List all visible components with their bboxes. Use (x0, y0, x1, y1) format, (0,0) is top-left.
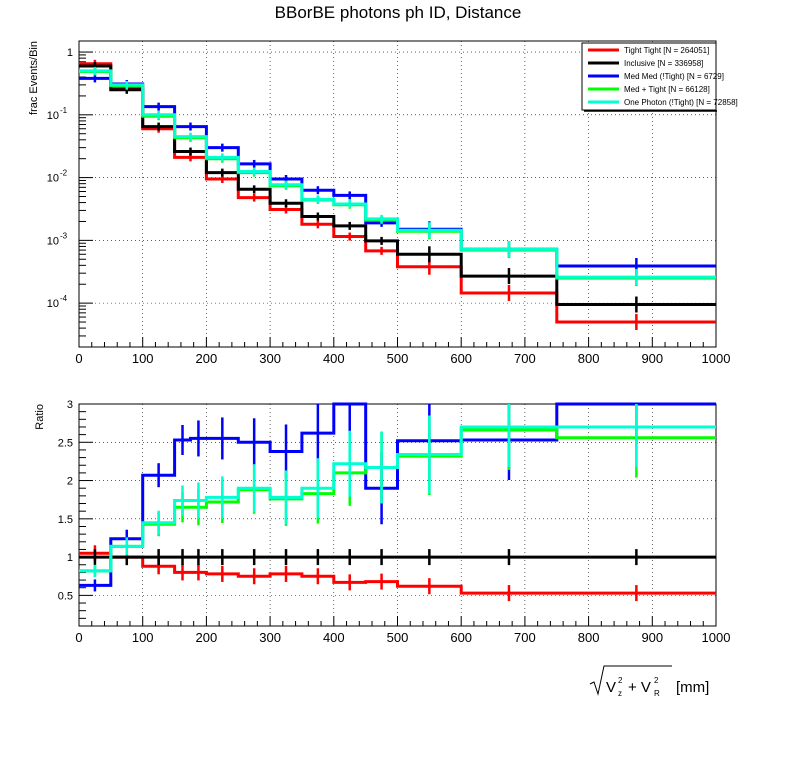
x-tick-label: 800 (578, 351, 600, 366)
x-tick-label: 300 (259, 630, 281, 645)
x-tick-label: 200 (196, 351, 218, 366)
x-tick-label: 600 (450, 630, 472, 645)
y-tick-exponent: -4 (60, 294, 68, 303)
x-tick-label: 900 (641, 351, 663, 366)
x-axis-exponent: 2 (654, 676, 659, 685)
x-axis-label: V 2z + V 2R [mm] (589, 665, 709, 698)
x-tick-label: 100 (132, 630, 154, 645)
x-tick-label: 500 (387, 351, 409, 366)
legend: Tight Tight [N = 264051] Inclusive [N = 3… (581, 42, 738, 112)
x-axis-unit: [mm] (676, 679, 709, 696)
y-tick-exponent: -1 (60, 106, 68, 115)
y-tick-label: 2.5 (58, 437, 73, 449)
x-tick-label: 200 (196, 630, 218, 645)
legend-entry-2: Med Med (!Tight) [N = 6729] (624, 72, 724, 81)
y-tick-label: 2 (67, 476, 73, 488)
y-tick-label: 1 (67, 552, 73, 564)
y-tick-label: 10 (47, 173, 59, 185)
x-tick-label: 100 (132, 351, 154, 366)
ratio-panel: 0 100 200 300 400 500 600 700 800 900 1000 0.5 1 1.5 2… (34, 399, 730, 698)
legend-entry-3: Med + Tight [N = 66128] (624, 85, 710, 94)
y-tick-label: 0.5 (58, 590, 73, 602)
y-tick-label: 3 (67, 399, 73, 411)
x-tick-label: 1000 (702, 630, 731, 645)
x-tick-label: 400 (323, 630, 345, 645)
x-axis-exponent: 2 (618, 676, 623, 685)
y-tick-exponent: -3 (60, 231, 68, 240)
x-tick-label: 700 (514, 630, 536, 645)
y-tick-label: 10 (47, 298, 59, 310)
x-tick-label: 500 (387, 630, 409, 645)
x-axis-subscript: R (654, 689, 660, 698)
x-axis-plus: + V (628, 679, 651, 696)
x-tick-label: 400 (323, 351, 345, 366)
y-tick-label: 10 (47, 235, 59, 247)
x-tick-label: 900 (641, 630, 663, 645)
series-line-2 (79, 402, 716, 587)
y-tick-label: 10 (47, 110, 59, 122)
x-tick-label: 600 (450, 351, 472, 366)
y-tick-label: 1.5 (58, 514, 73, 526)
y-axis-label: frac Events/Bin (28, 41, 40, 115)
x-axis-subscript: z (618, 689, 622, 698)
x-tick-label: 800 (578, 630, 600, 645)
legend-entry-4: One Photon (!Tight) [N = 72858] (624, 98, 738, 107)
x-tick-label: 700 (514, 351, 536, 366)
x-tick-label: 0 (75, 351, 82, 366)
y-axis-label: Ratio (34, 404, 46, 430)
x-tick-label: 0 (75, 630, 82, 645)
y-tick-exponent: -2 (60, 169, 68, 178)
x-tick-label: 300 (259, 351, 281, 366)
series-line-0 (79, 551, 716, 595)
sqrt-symbol (589, 665, 672, 696)
legend-entry-1: Inclusive [N = 336958] (624, 59, 703, 68)
legend-entry-0: Tight Tight [N = 264051] (624, 46, 709, 55)
series-line-4 (79, 425, 716, 573)
x-tick-label: 1000 (702, 351, 731, 366)
chart-title: BBorBE photons ph ID, Distance (275, 3, 522, 22)
x-axis-label-text: V (606, 679, 616, 696)
y-tick-label: 1 (67, 47, 73, 59)
